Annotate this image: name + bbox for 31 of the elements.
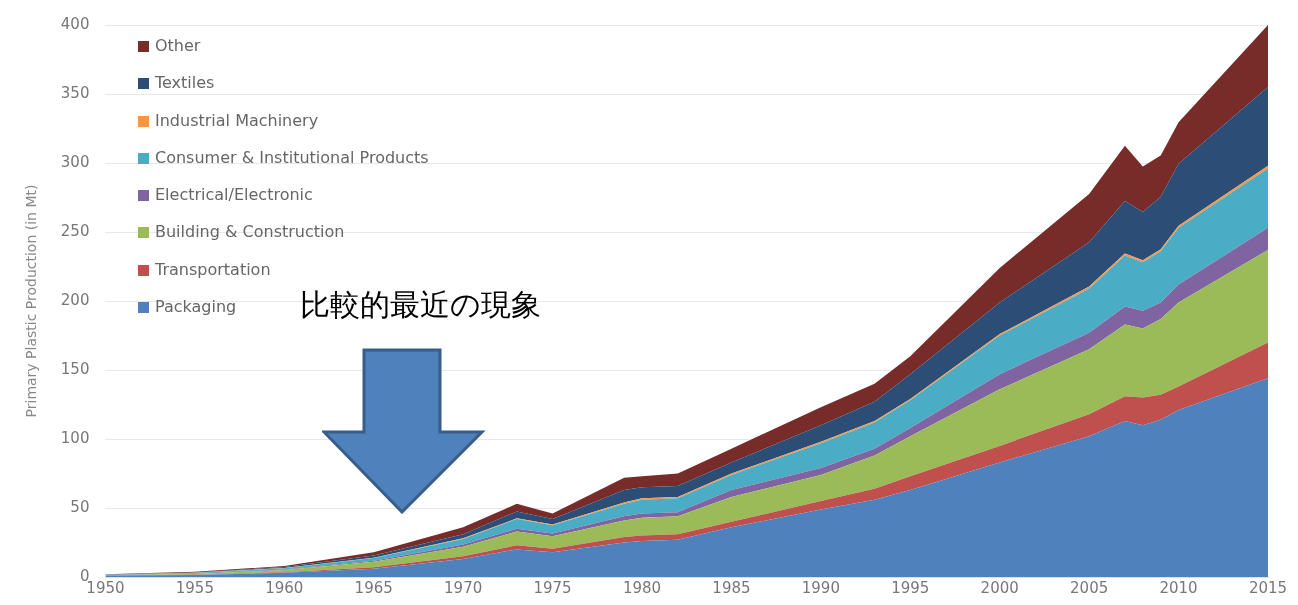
x-tick-label: 1970 [444,578,483,597]
y-axis-title: Primary Plastic Production (in Mt) [23,184,40,418]
y-tick-label: 350 [60,83,90,102]
y-tick-label: 100 [60,428,90,447]
legend-label: Consumer & Institutional Products [155,147,429,168]
x-tick-label: 1980 [622,578,662,597]
y-tick-label: 250 [60,221,90,240]
x-tick-label: 1990 [801,578,840,597]
legend-label: Other [155,36,201,56]
legend-label: Industrial Machinery [155,110,319,131]
x-tick-label: 2005 [1070,578,1109,597]
y-tick-label: 50 [70,497,90,516]
x-tick-label: 2010 [1159,578,1198,597]
x-tick-label: 2000 [980,578,1019,597]
x-tick-label: 1960 [265,578,304,597]
legend-label: Textiles [155,73,215,94]
annotation: 比較的最近の現象 [300,286,541,324]
legend-label: Building & Construction [155,222,345,243]
y-tick-label: 300 [60,152,90,171]
legend-label: Electrical/Electronic [155,185,313,206]
legend-label: Packaging [155,297,237,318]
y-tick-label: 400 [60,14,90,33]
x-tick-label: 2015 [1248,578,1288,597]
x-tick-label: 1975 [533,578,572,597]
x-tick-label: 1985 [712,578,751,597]
x-tick-label: 1995 [891,578,930,597]
x-tick-label: 1955 [175,578,214,597]
legend-label: Transportation [155,259,271,280]
x-tick-label: 1965 [354,578,393,597]
y-tick-label: 200 [60,290,90,309]
y-tick-label: 150 [60,359,90,378]
